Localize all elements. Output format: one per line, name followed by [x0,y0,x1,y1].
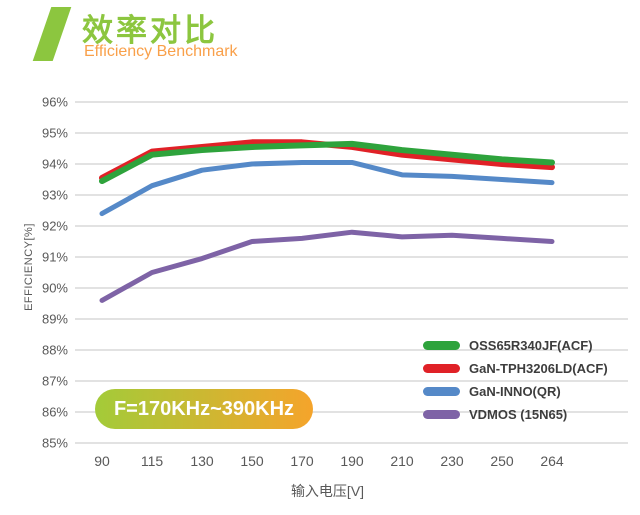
y-tick-label: 92% [42,219,68,234]
y-tick-label: 93% [42,188,68,203]
page-subtitle: Efficiency Benchmark [84,43,238,60]
x-tick-label: 190 [340,453,364,469]
x-tick-label: 170 [290,453,314,469]
series-line-3 [99,229,555,303]
y-tick-label: 89% [42,312,68,327]
x-tick-label: 210 [390,453,414,469]
x-tick-label: 90 [94,453,110,469]
legend-item: GaN-TPH3206LD(ACF) [423,357,608,380]
series-line-2 [99,159,555,217]
legend-label: GaN-INNO(QR) [469,384,561,399]
legend-item: GaN-INNO(QR) [423,380,608,403]
page-title: 效率对比 [82,13,218,48]
x-tick-label: 115 [141,453,164,469]
legend-item: VDMOS (15N65) [423,403,608,426]
legend-swatch [423,387,460,396]
legend-label: OSS65R340JF(ACF) [469,338,593,353]
y-tick-label: 90% [42,281,68,296]
y-tick-label: 91% [42,250,68,265]
x-tick-label: 150 [240,453,264,469]
legend-label: VDMOS (15N65) [469,407,568,422]
legend-label: GaN-TPH3206LD(ACF) [469,361,608,376]
frequency-range-badge: F=170KHz~390KHz [95,389,313,429]
y-tick-label: 88% [42,343,68,358]
y-tick-label: 87% [42,374,68,389]
y-axis-title: EFFICIENCY[%] [23,223,35,311]
x-tick-label: 230 [440,453,464,469]
legend-swatch [423,341,460,350]
x-tick-label: 130 [190,453,214,469]
y-tick-label: 94% [42,157,68,172]
y-tick-label: 95% [42,126,68,141]
y-tick-label: 85% [42,436,68,451]
y-tick-label: 86% [42,405,68,420]
x-axis-title: 输入电压[V] [290,483,365,499]
y-tick-label: 96% [42,95,68,110]
series-line-0 [99,140,555,185]
chart-legend: OSS65R340JF(ACF) GaN-TPH3206LD(ACF) GaN-… [423,334,608,426]
legend-swatch [423,410,460,419]
legend-item: OSS65R340JF(ACF) [423,334,608,357]
x-tick-label: 250 [490,453,514,469]
legend-swatch [423,364,460,373]
x-tick-label: 264 [540,453,564,469]
